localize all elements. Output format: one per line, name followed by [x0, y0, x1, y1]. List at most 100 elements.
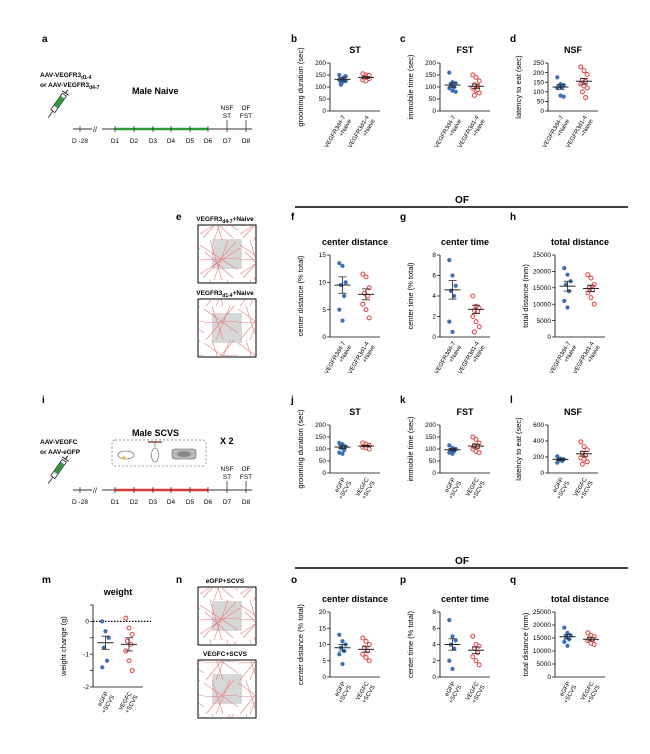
data-point: [591, 282, 597, 288]
repeat-label: X 2: [220, 436, 234, 446]
x-category-label: eGFP+SCVS: [332, 681, 353, 705]
test-label: NSF: [221, 466, 234, 473]
test-label: OF: [241, 466, 250, 473]
data-point: [100, 619, 105, 624]
data-point: [366, 446, 372, 452]
y-tick-label: 100: [533, 89, 544, 96]
data-point: [447, 618, 452, 623]
data-point: [555, 454, 560, 459]
data-point: [447, 443, 452, 448]
y-tick-label: 25000: [533, 609, 551, 616]
data-point: [555, 460, 560, 465]
y-tick-label: 15: [319, 252, 327, 259]
chart-title: total distance: [551, 237, 609, 247]
x-category-label: VEGFR3d1-4+Naive: [458, 114, 488, 152]
y-tick-label: 20000: [533, 269, 551, 276]
test-label: ST: [223, 474, 231, 481]
y-tick-label: 10000: [533, 301, 551, 308]
data-point: [106, 635, 111, 640]
y-tick-label: 0: [540, 108, 544, 115]
data-point: [447, 319, 452, 324]
day-label: D4: [167, 138, 176, 145]
y-axis-label: immobile time (sec): [406, 54, 415, 120]
chart-title: ST: [349, 45, 361, 55]
data-point: [447, 70, 452, 75]
stress-protocol-box: [111, 439, 207, 467]
day-label: D8: [242, 138, 251, 145]
data-point: [585, 272, 591, 278]
y-tick-label: 200: [315, 60, 326, 67]
x-category-label: eGFP+SCVS: [95, 691, 116, 715]
panel-letter-p: p: [400, 575, 406, 586]
data-point: [450, 666, 455, 671]
data-point: [340, 263, 345, 269]
panel-letters: a b c d e f g h i j k l m n o p q: [42, 34, 516, 586]
data-point: [100, 665, 105, 670]
x-category-label: eGFP+SCVS: [332, 477, 353, 501]
data-point: [584, 459, 590, 465]
panel-letter-j: j: [290, 395, 294, 406]
data-point: [450, 273, 455, 278]
day-label: D1: [111, 499, 120, 506]
y-tick-label: 150: [315, 72, 326, 79]
y-tick-label: 0: [322, 334, 326, 341]
y-tick-label: 10: [319, 280, 327, 287]
x-category-label: VEGFR3d1-4+Naive: [348, 340, 378, 378]
y-tick-label: 200: [533, 70, 544, 77]
y-tick-label: 0: [432, 470, 436, 477]
data-point: [450, 329, 455, 334]
data-point: [583, 95, 589, 101]
y-axis-label: grooming duration (sec): [296, 409, 305, 489]
panel-letter-c: c: [400, 34, 406, 45]
data-point: [452, 646, 457, 651]
y-tick-label: -2: [83, 684, 89, 691]
chart-title: FST: [457, 45, 475, 55]
data-point: [343, 280, 348, 285]
data-point: [337, 72, 342, 78]
x-category-label: VEGFC+SCVS: [465, 476, 487, 501]
data-point: [450, 88, 455, 93]
y-tick-label: 150: [533, 79, 544, 86]
data-point: [578, 439, 584, 445]
data-point: [588, 275, 594, 281]
panel-letter-i: i: [42, 395, 45, 406]
day-label: D1: [111, 138, 120, 145]
panel-letter-f: f: [291, 212, 295, 223]
data-point: [103, 629, 108, 634]
chart-b: ST 0 50 100 150 200 grooming duration (sec) VEG…: [296, 45, 380, 149]
y-tick-label: 250: [533, 60, 544, 67]
data-point: [453, 638, 458, 643]
locomotion-trace: [199, 588, 255, 644]
data-point: [585, 630, 591, 636]
data-point: [340, 451, 345, 456]
data-point: [363, 307, 369, 313]
x-category-label: eGFP+SCVS: [442, 681, 463, 705]
day-label: D3: [149, 499, 158, 506]
chart-title: NSF: [564, 407, 583, 417]
data-point: [360, 651, 366, 657]
data-point: [337, 632, 342, 637]
day-label: D4: [167, 499, 176, 506]
chart-d: NSF 0 50 100 150 200 250 latency to eat (sec) VE…: [514, 45, 598, 149]
tail-suspension-icon: [148, 441, 162, 463]
arena-label: VEGFR3d4-7+Naive: [196, 216, 254, 225]
data-point: [470, 434, 476, 440]
y-tick-label: 0: [322, 674, 326, 681]
panel-letter-e: e: [176, 212, 182, 223]
data-point: [476, 450, 482, 456]
data-point: [473, 436, 479, 442]
data-point: [366, 315, 372, 321]
chart-o: center distance 0 5 10 15 20 center distance (…: [296, 594, 388, 705]
chart-k: FST 0 50 100 150 200 immobile time (sec) eGFP+S…: [406, 407, 490, 501]
restraint-tube-icon: [171, 448, 197, 460]
y-tick-label: 100: [315, 84, 326, 91]
y-tick-label: 15000: [533, 285, 551, 292]
axis-break: //: [93, 488, 97, 495]
y-tick-label: 0: [540, 470, 544, 477]
data-point: [562, 298, 567, 304]
y-tick-label: 0: [432, 674, 436, 681]
y-axis-label: center distance (% total): [296, 604, 305, 685]
data-point: [366, 642, 372, 647]
data-point: [360, 635, 366, 641]
data-point: [337, 450, 342, 455]
